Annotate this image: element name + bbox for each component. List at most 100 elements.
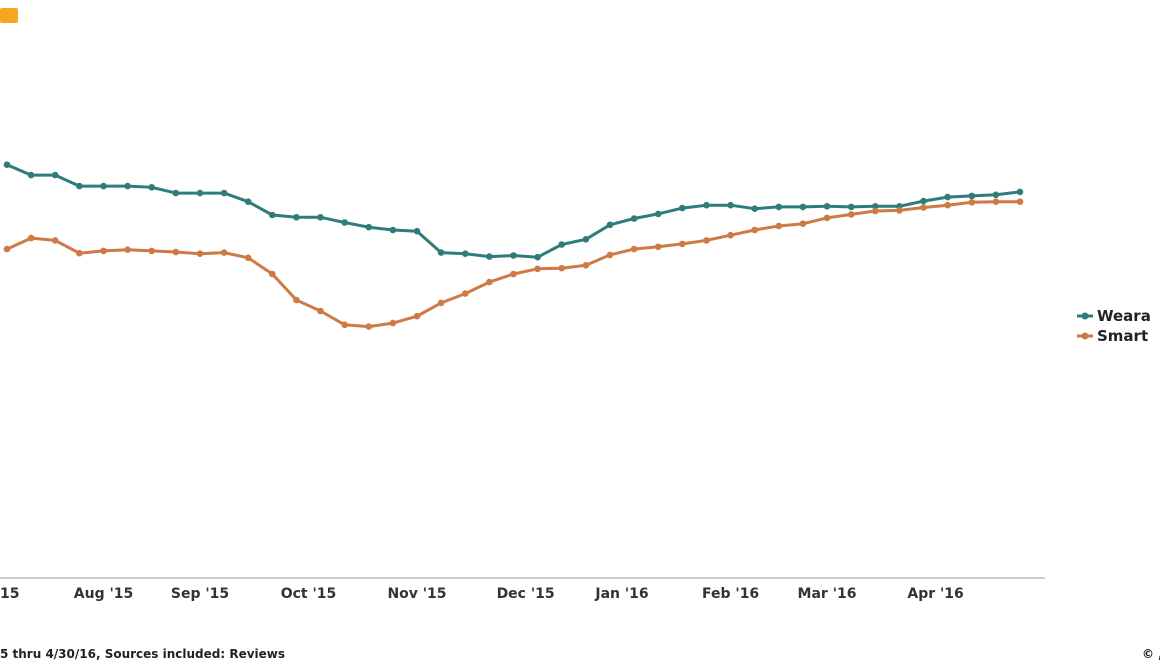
data-point[interactable]	[437, 299, 445, 307]
data-point[interactable]	[462, 290, 469, 297]
data-point[interactable]	[920, 197, 927, 205]
data-point[interactable]	[992, 198, 1000, 205]
data-point[interactable]	[775, 222, 783, 230]
data-point[interactable]	[124, 182, 131, 190]
legend-item-weara[interactable]: Weara	[1077, 307, 1151, 325]
data-point[interactable]	[341, 219, 349, 226]
data-point[interactable]	[510, 252, 517, 259]
legend[interactable]: Weara Smart	[1077, 307, 1151, 345]
data-point[interactable]	[872, 207, 879, 215]
data-point[interactable]	[534, 253, 541, 261]
data-point[interactable]	[51, 171, 59, 179]
data-point[interactable]	[751, 226, 758, 234]
data-point[interactable]	[872, 203, 879, 210]
data-point[interactable]	[293, 296, 300, 304]
data-point[interactable]	[389, 226, 397, 234]
data-point[interactable]	[76, 249, 83, 257]
data-point[interactable]	[558, 264, 565, 272]
data-point[interactable]	[799, 220, 807, 227]
data-point[interactable]	[220, 189, 228, 197]
data-point[interactable]	[172, 248, 180, 256]
data-point[interactable]	[679, 204, 686, 212]
data-point[interactable]	[317, 307, 324, 315]
data-point[interactable]	[389, 319, 397, 327]
data-point[interactable]	[196, 250, 204, 257]
data-point[interactable]	[799, 203, 807, 211]
data-point[interactable]	[220, 249, 228, 256]
data-point[interactable]	[413, 227, 421, 235]
data-point[interactable]	[365, 223, 373, 231]
data-point[interactable]	[703, 237, 710, 244]
data-point[interactable]	[944, 193, 951, 201]
data-point[interactable]	[3, 161, 11, 168]
series-line	[6, 200, 1020, 329]
x-tick-labels: 15 Aug '15 Sep '15 Oct '15 Nov '15 Dec '15 Jan…	[0, 586, 964, 602]
data-point[interactable]	[847, 203, 855, 211]
data-point[interactable]	[269, 270, 276, 278]
x-tick-label: 15	[0, 586, 19, 602]
series-smart	[3, 198, 1024, 330]
data-point[interactable]	[27, 171, 35, 179]
data-point[interactable]	[606, 251, 614, 259]
data-point[interactable]	[3, 245, 11, 253]
data-point[interactable]	[244, 254, 252, 262]
data-point[interactable]	[244, 198, 252, 205]
data-point[interactable]	[486, 278, 493, 286]
data-point[interactable]	[727, 231, 734, 239]
data-point[interactable]	[775, 203, 783, 211]
data-point[interactable]	[992, 191, 1000, 199]
data-point[interactable]	[51, 237, 59, 244]
x-tick-label: Dec '15	[497, 586, 555, 602]
data-point[interactable]	[654, 210, 662, 218]
data-point[interactable]	[727, 201, 734, 209]
x-tick-label: Sep '15	[171, 586, 229, 602]
data-point[interactable]	[365, 323, 373, 330]
data-point[interactable]	[172, 189, 180, 197]
data-point[interactable]	[1016, 198, 1024, 205]
data-point[interactable]	[896, 207, 903, 214]
data-point[interactable]	[124, 246, 131, 253]
data-point[interactable]	[703, 201, 710, 209]
data-point[interactable]	[413, 312, 421, 320]
data-point[interactable]	[534, 265, 541, 273]
data-point[interactable]	[76, 182, 83, 190]
data-point[interactable]	[148, 247, 155, 255]
data-point[interactable]	[558, 241, 565, 248]
data-point[interactable]	[100, 182, 107, 190]
data-point[interactable]	[847, 211, 855, 218]
source-note: 5 thru 4/30/16, Sources included: Review…	[0, 647, 285, 661]
data-point[interactable]	[1016, 188, 1024, 196]
data-point[interactable]	[630, 245, 638, 253]
data-point[interactable]	[968, 199, 976, 206]
data-point[interactable]	[968, 192, 976, 200]
legend-label: Smart	[1097, 327, 1148, 345]
data-point[interactable]	[823, 214, 831, 222]
data-point[interactable]	[269, 211, 276, 219]
data-point[interactable]	[823, 203, 831, 210]
data-point[interactable]	[486, 253, 493, 260]
data-point[interactable]	[944, 201, 951, 209]
data-point[interactable]	[341, 321, 349, 329]
data-point[interactable]	[606, 221, 614, 229]
data-point[interactable]	[148, 184, 155, 191]
data-point[interactable]	[462, 250, 469, 257]
copyright-text: © ,	[1142, 647, 1160, 661]
data-point[interactable]	[630, 215, 638, 222]
data-point[interactable]	[510, 270, 517, 278]
x-tick-label: Apr '16	[907, 586, 963, 602]
data-point[interactable]	[100, 247, 107, 255]
legend-label: Weara	[1097, 307, 1151, 325]
data-point[interactable]	[582, 262, 590, 269]
data-point[interactable]	[293, 214, 300, 221]
legend-item-smart[interactable]: Smart	[1077, 327, 1148, 345]
x-tick-label: Jan '16	[594, 586, 648, 602]
data-point[interactable]	[582, 236, 590, 243]
data-point[interactable]	[751, 205, 758, 212]
data-point[interactable]	[196, 189, 204, 197]
data-point[interactable]	[317, 214, 324, 221]
data-point[interactable]	[679, 240, 686, 248]
data-point[interactable]	[920, 204, 927, 211]
data-point[interactable]	[27, 234, 35, 242]
data-point[interactable]	[654, 243, 662, 251]
data-point[interactable]	[437, 249, 445, 256]
